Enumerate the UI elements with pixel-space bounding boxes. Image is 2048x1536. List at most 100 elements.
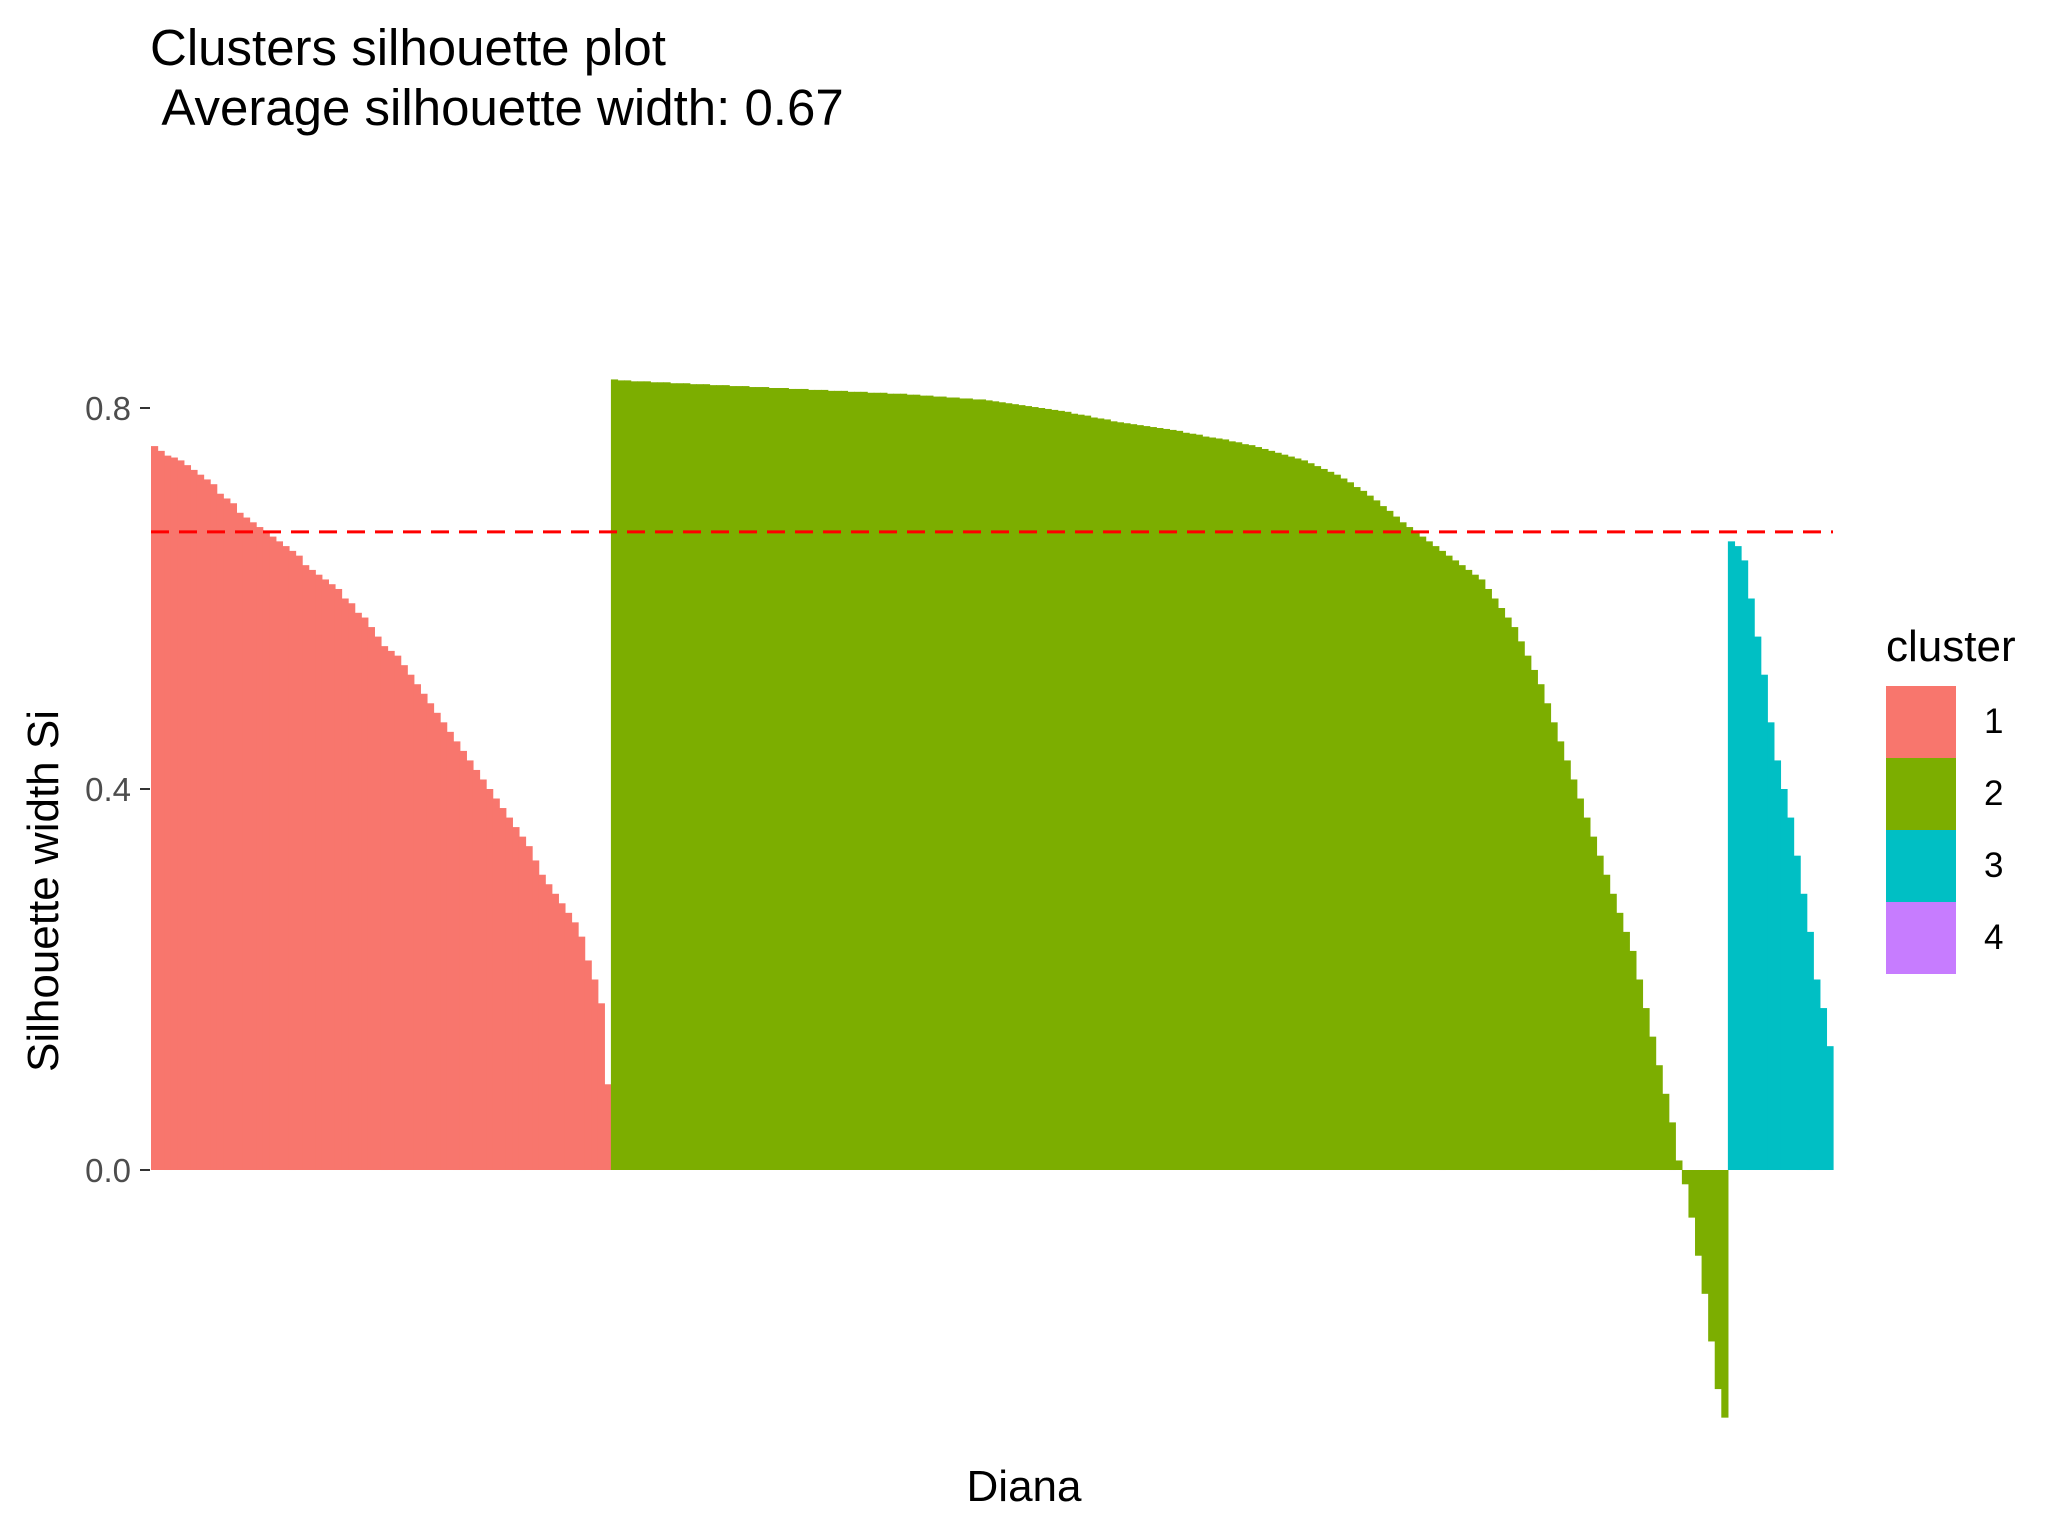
bar-cluster-2: [637, 381, 645, 1171]
bar-cluster-2: [1491, 598, 1499, 1170]
bar-cluster-3: [1826, 1046, 1834, 1170]
bar-cluster-1: [394, 655, 402, 1170]
bar-cluster-2: [1024, 406, 1033, 1171]
bar-cluster-1: [269, 536, 277, 1170]
bar-cluster-2: [1189, 433, 1197, 1171]
legend-swatch: [1886, 758, 1956, 830]
bar-cluster-1: [361, 617, 369, 1170]
bar-cluster-2: [1504, 617, 1512, 1170]
bar-cluster-1: [308, 569, 316, 1170]
bar-cluster-2: [985, 400, 993, 1170]
bar-cluster-2: [617, 380, 625, 1170]
bar-cluster-2: [1695, 1170, 1703, 1256]
bar-cluster-2: [1162, 428, 1170, 1170]
bar-cluster-2: [1103, 419, 1111, 1170]
bar-cluster-1: [236, 512, 244, 1170]
bar-cluster-3: [1780, 789, 1788, 1170]
bar-cluster-2: [1129, 424, 1138, 1170]
bar-cluster-1: [420, 693, 428, 1170]
bar-cluster-2: [939, 396, 947, 1170]
bar-cluster-1: [367, 627, 375, 1170]
bar-cluster-2: [1097, 418, 1105, 1171]
bar-cluster-2: [1005, 403, 1013, 1170]
bar-cluster-2: [1635, 979, 1644, 1170]
bar-cluster-1: [295, 555, 303, 1170]
legend-item-cluster-3: 3: [1886, 830, 2016, 902]
bar-cluster-2: [689, 384, 697, 1170]
bar-cluster-2: [1208, 437, 1216, 1170]
bar-cluster-2: [1458, 565, 1466, 1170]
bar-cluster-2: [867, 392, 875, 1170]
bar-cluster-2: [643, 381, 651, 1171]
legend-label: 2: [1984, 774, 2004, 813]
bar-cluster-2: [722, 385, 730, 1170]
bar-cluster-2: [670, 383, 678, 1170]
legend-item-cluster-4: 4: [1886, 902, 2016, 974]
bar-cluster-3: [1819, 1008, 1828, 1170]
bar-cluster-2: [1596, 855, 1604, 1170]
bar-cluster-2: [1714, 1170, 1722, 1390]
bar-cluster-2: [1425, 541, 1433, 1170]
bar-cluster-2: [998, 402, 1006, 1170]
legend-label: 4: [1984, 918, 2004, 957]
bar-cluster-2: [1011, 404, 1019, 1170]
bar-cluster-2: [1340, 478, 1348, 1170]
bar-cluster-2: [1438, 550, 1446, 1171]
bar-cluster-1: [400, 665, 408, 1170]
bar-cluster-2: [992, 401, 1000, 1171]
bar-cluster-1: [164, 455, 172, 1171]
bar-cluster-2: [1412, 531, 1420, 1170]
bar-cluster-1: [183, 465, 192, 1170]
bar-cluster-2: [1589, 836, 1598, 1171]
bar-cluster-2: [854, 391, 862, 1170]
bar-cluster-2: [1057, 410, 1065, 1170]
bar-cluster-1: [282, 546, 290, 1170]
bar-cluster-2: [1320, 468, 1328, 1171]
bar-cluster-2: [748, 387, 757, 1170]
bar-cluster-2: [1419, 536, 1427, 1170]
bar-cluster-2: [1044, 408, 1052, 1170]
y-tick-label: 0.0: [85, 1152, 131, 1189]
bar-cluster-2: [683, 383, 691, 1170]
bar-cluster-1: [380, 646, 389, 1171]
bar-cluster-2: [1517, 641, 1525, 1170]
bar-cluster-1: [177, 460, 185, 1170]
bar-cluster-1: [525, 846, 533, 1170]
bar-cluster-1: [341, 598, 349, 1170]
bar-cluster-3: [1754, 636, 1762, 1170]
bar-cluster-1: [242, 517, 251, 1170]
bar-cluster-3: [1787, 817, 1795, 1170]
bar-cluster-2: [775, 388, 783, 1170]
bar-cluster-1: [505, 817, 513, 1170]
bar-cluster-1: [512, 827, 520, 1170]
bar-cluster-1: [328, 584, 336, 1170]
bar-cluster-1: [413, 684, 421, 1170]
bar-cluster-2: [1202, 436, 1210, 1170]
bar-cluster-2: [630, 381, 638, 1171]
bar-cluster-2: [860, 391, 868, 1170]
bar-cluster-2: [788, 388, 796, 1170]
bar-cluster-3: [1813, 979, 1821, 1170]
bar-cluster-1: [203, 479, 211, 1170]
bar-cluster-2: [762, 387, 770, 1170]
chart-title: Clusters silhouette plot: [150, 19, 666, 76]
bar-cluster-2: [709, 385, 717, 1170]
y-tick-label: 0.4: [85, 771, 131, 808]
bar-cluster-1: [558, 903, 566, 1170]
bar-cluster-2: [1254, 447, 1262, 1170]
bar-cluster-2: [610, 379, 619, 1170]
bar-cluster-1: [334, 588, 343, 1170]
bar-cluster-2: [663, 382, 671, 1170]
bar-cluster-2: [1570, 779, 1578, 1170]
y-axis-label: Silhouette width Si: [19, 710, 68, 1072]
bar-cluster-2: [755, 387, 763, 1170]
bar-cluster-3: [1741, 560, 1749, 1170]
legend-title: cluster: [1886, 622, 2016, 671]
bar-cluster-1: [196, 474, 205, 1170]
bar-cluster-1: [354, 612, 362, 1170]
bar-cluster-2: [1629, 950, 1637, 1170]
bar-cluster-2: [1478, 579, 1486, 1170]
bar-cluster-2: [965, 398, 973, 1171]
bar-cluster-2: [959, 398, 967, 1171]
